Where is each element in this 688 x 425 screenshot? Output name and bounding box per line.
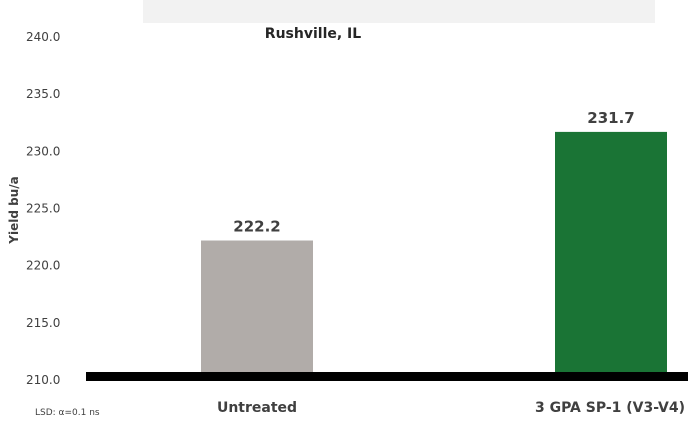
chart-title: Rushville, IL: [265, 26, 361, 42]
y-tick-label: 240.0: [26, 30, 60, 44]
x-tick-label: 3 GPA SP-1 (V3-V4): [535, 400, 685, 416]
y-tick-label: 210.0: [26, 373, 60, 387]
y-tick-label: 225.0: [26, 202, 60, 216]
y-tick-label: 215.0: [26, 316, 60, 330]
lsd-footnote: LSD: α=0.1 ns: [35, 408, 100, 418]
bar: [201, 240, 313, 380]
header-band: [143, 0, 655, 23]
y-tick-label: 230.0: [26, 144, 60, 158]
y-axis-label: Yield bu/a: [7, 176, 21, 244]
data-label: 222.2: [233, 218, 280, 236]
y-tick-label: 220.0: [26, 259, 60, 273]
data-label: 231.7: [587, 109, 634, 127]
x-axis-line: [86, 372, 688, 381]
bar: [555, 131, 667, 380]
x-tick-label: Untreated: [217, 400, 297, 416]
y-tick-label: 235.0: [26, 87, 60, 101]
